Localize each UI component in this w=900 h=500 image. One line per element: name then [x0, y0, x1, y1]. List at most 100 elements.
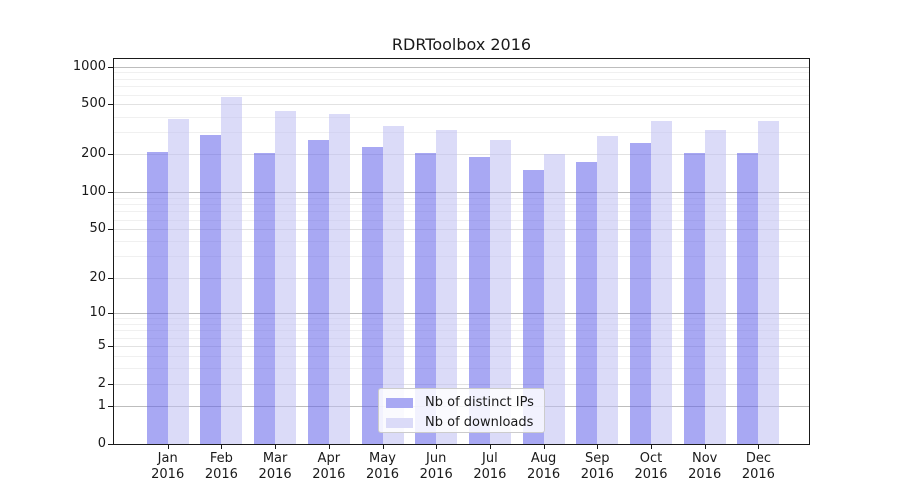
y-tick-mark-500 [108, 104, 113, 106]
gridline-40 [114, 241, 809, 243]
y-tick-mark-200 [108, 154, 113, 156]
x-tick-label-month: May [369, 451, 396, 466]
gridline-6 [114, 337, 809, 339]
y-tick-label-50: 50 [89, 221, 106, 237]
y-tick-label-1000: 1000 [72, 58, 106, 74]
plot-area [113, 58, 810, 445]
gridline-80 [114, 204, 809, 205]
x-tick-label-jan: Jan 2016 [128, 451, 208, 483]
x-tick-mark-oct [651, 445, 652, 449]
x-tick-mark-nov [704, 445, 706, 449]
x-tick-label-year: 2016 [204, 467, 238, 482]
bar-dec-downloads [758, 120, 780, 444]
gridline-500 [114, 104, 809, 106]
x-tick-mark-jun [436, 445, 438, 449]
bar-aug-downloads [543, 154, 565, 444]
x-tick-label-jun: Jun 2016 [396, 451, 476, 483]
bar-jul-distinct-ips [468, 157, 490, 444]
gridline-10 [114, 313, 809, 314]
bar-oct-distinct-ips [630, 143, 651, 444]
bar-jan-downloads [167, 119, 189, 444]
gridline-3 [114, 368, 809, 370]
x-tick-label-year: 2016 [473, 467, 507, 482]
bar-may-distinct-ips [361, 146, 383, 444]
x-tick-label-month: Jul [482, 451, 498, 466]
x-tick-label-month: Mar [262, 451, 288, 466]
x-tick-label-year: 2016 [365, 467, 400, 482]
bar-aug-distinct-ips [522, 169, 544, 444]
y-tick-mark-5 [108, 346, 113, 348]
bar-jun-distinct-ips [415, 153, 437, 444]
x-tick-label-year: 2016 [634, 467, 668, 482]
x-tick-mark-dec [758, 445, 760, 449]
x-tick-mark-aug [543, 445, 545, 449]
x-tick-mark-jan [167, 445, 169, 449]
gridline-200 [114, 154, 809, 156]
x-tick-label-year: 2016 [688, 467, 722, 482]
bar-dec-distinct-ips [737, 153, 759, 444]
y-tick-mark-1 [108, 406, 113, 408]
x-tick-mark-may [382, 445, 384, 449]
gridline-20 [114, 277, 809, 279]
bar-sep-distinct-ips [576, 161, 598, 444]
bar-may-downloads [382, 126, 404, 444]
gridline-50 [114, 229, 809, 231]
x-tick-label-dec: Dec 2016 [718, 451, 798, 483]
gridline-60 [114, 219, 809, 221]
x-tick-label-may: May 2016 [343, 451, 423, 483]
y-tick-label-2: 2 [97, 376, 106, 391]
legend-label-distinct-ips: Nb of distinct IPs [425, 395, 534, 410]
x-tick-label-month: Jan [157, 451, 178, 466]
bar-nov-downloads [704, 129, 726, 444]
x-tick-label-jul: Jul 2016 [450, 451, 530, 483]
y-tick-label-0: 0 [97, 436, 106, 451]
x-tick-label-aug: Aug 2016 [504, 451, 584, 483]
bar-apr-downloads [328, 113, 350, 444]
y-tick-label-1: 1 [97, 398, 106, 414]
bar-jul-downloads [489, 140, 511, 444]
y-tick-label-5: 5 [97, 338, 106, 354]
x-tick-label-year: 2016 [419, 467, 453, 482]
x-tick-label-feb: Feb 2016 [181, 451, 261, 483]
bar-feb-downloads [221, 97, 243, 444]
x-tick-label-year: 2016 [312, 467, 346, 482]
bar-jan-distinct-ips [146, 151, 168, 444]
x-tick-label-month: Nov [692, 451, 718, 466]
y-tick-label-200: 200 [81, 146, 106, 162]
x-tick-label-month: Sep [585, 451, 610, 466]
x-tick-label-year: 2016 [527, 467, 561, 482]
gridline-2 [114, 384, 809, 385]
gridline-700 [114, 86, 809, 88]
x-tick-mark-mar [275, 445, 277, 449]
x-tick-label-mar: Mar 2016 [235, 451, 315, 483]
legend-row-downloads: Nb of downloads [386, 415, 544, 431]
legend-swatch-distinct-ips [386, 398, 413, 408]
x-tick-label-month: Aug [530, 451, 557, 466]
y-tick-label-100: 100 [81, 183, 106, 199]
x-tick-label-sep: Sep 2016 [557, 451, 637, 483]
x-tick-mark-apr [328, 445, 330, 449]
y-tick-mark-100 [108, 191, 113, 193]
x-tick-label-year: 2016 [151, 467, 185, 482]
y-tick-label-10: 10 [89, 305, 106, 320]
legend: Nb of distinct IPs Nb of downloads [378, 388, 545, 433]
y-tick-label-20: 20 [89, 269, 106, 285]
gridline-400 [114, 116, 809, 118]
x-tick-label-month: Oct [639, 451, 663, 466]
y-tick-mark-10 [108, 313, 113, 314]
gridline-30 [114, 256, 809, 258]
gridline-300 [114, 132, 809, 134]
gridline-70 [114, 211, 809, 213]
chart-title: RDRToolbox 2016 [391, 35, 532, 54]
x-tick-label-oct: Oct 2016 [611, 451, 691, 483]
gridline-600 [114, 94, 809, 96]
y-tick-mark-0 [108, 444, 113, 445]
x-tick-label-month: Feb [209, 451, 233, 466]
gridline-800 [114, 78, 809, 80]
gridline-4 [114, 356, 809, 358]
x-tick-label-month: Dec [745, 451, 771, 466]
bar-mar-distinct-ips [254, 153, 276, 444]
x-tick-label-apr: Apr 2016 [289, 451, 369, 483]
bar-jun-downloads [436, 129, 458, 444]
